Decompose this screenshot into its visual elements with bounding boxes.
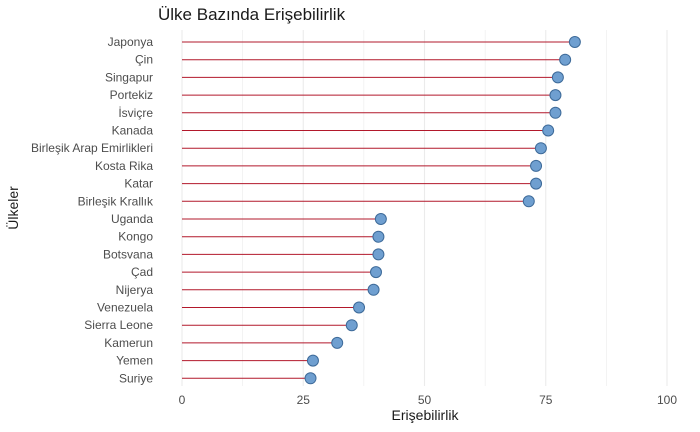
lollipop-point (353, 301, 366, 314)
lollipop-stems (182, 41, 575, 379)
y-tick-labels: Japonya Çin Singapur Portekiz İsviçre Kanada B… (31, 35, 154, 385)
grid-lines (181, 30, 668, 386)
x-tick-label: 100 (657, 393, 677, 407)
lollipop-point (345, 319, 358, 332)
lollipop-point (549, 106, 562, 119)
y-tick-label: Çad (131, 265, 153, 279)
y-tick-label: Venezuela (97, 301, 153, 315)
lollipop-point (542, 124, 555, 137)
y-tick-label: Kamerun (104, 336, 153, 350)
y-tick-label: Singapur (105, 70, 153, 84)
lollipop-point (367, 283, 380, 296)
lollipop-point (534, 142, 547, 155)
lollipop-point (306, 354, 319, 367)
y-tick-label: Nijerya (116, 283, 154, 297)
lollipop-point (370, 266, 382, 279)
lollipop-points (304, 36, 581, 385)
x-tick-label: 75 (539, 393, 553, 407)
y-tick-label: İsviçre (118, 106, 153, 120)
lollipop-point (530, 159, 543, 172)
lollipop-point (304, 372, 317, 385)
y-tick-label: Kosta Rika (95, 159, 153, 173)
lollipop-point (568, 36, 581, 48)
y-tick-label: Uganda (111, 212, 153, 226)
y-tick-label: Katar (124, 177, 153, 191)
y-tick-label: Birleşik Krallık (78, 194, 154, 208)
y-tick-label: Kongo (118, 230, 153, 244)
lollipop-point (372, 230, 385, 243)
y-tick-label: Yemen (116, 354, 153, 368)
lollipop-point (374, 213, 387, 225)
x-axis-title: Erişebilirlik (392, 407, 460, 423)
lollipop-point (530, 177, 543, 190)
lollipop-point (549, 89, 562, 102)
y-tick-label: Çin (135, 53, 153, 67)
y-tick-label: Sierra Leone (84, 318, 153, 332)
y-tick-label: Japonya (108, 35, 154, 49)
lollipop-point (551, 71, 564, 84)
lollipop-point (559, 53, 572, 66)
x-tick-label: 50 (418, 393, 432, 407)
chart-title: Ülke Bazında Erişebilirlik (158, 5, 346, 24)
lollipop-point (372, 248, 385, 261)
y-tick-label: Kanada (112, 124, 154, 138)
y-tick-label: Birleşik Arap Emirlikleri (31, 141, 153, 155)
y-tick-label: Suriye (119, 371, 153, 385)
x-tick-label: 0 (179, 393, 186, 407)
lollipop-point (522, 195, 535, 208)
y-tick-label: Botsvana (103, 247, 153, 261)
x-tick-labels: 0 25 50 75 100 (179, 393, 678, 407)
lollipop-point (331, 336, 344, 349)
y-tick-label: Portekiz (110, 88, 153, 102)
x-tick-label: 25 (297, 393, 311, 407)
y-axis-title: Ülkeler (4, 186, 21, 230)
